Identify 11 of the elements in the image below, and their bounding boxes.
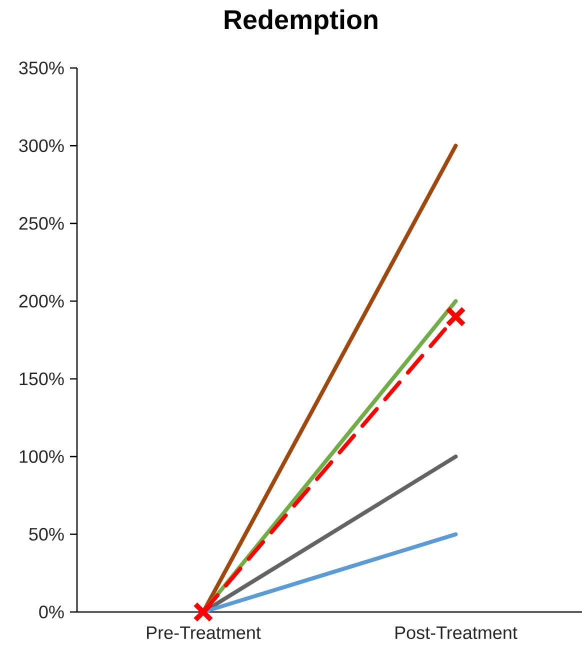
y-tick-label: 100% — [20, 450, 64, 463]
x-tick-label: Pre-Treatment — [147, 626, 261, 640]
y-tick-label: 250% — [19, 217, 64, 230]
y-tick-label: 0% — [39, 606, 64, 618]
y-tick-label: 50% — [29, 528, 64, 541]
chart-title: Redemption — [224, 9, 378, 35]
y-tick-label: 200% — [19, 294, 64, 308]
y-tick-label: 300% — [19, 139, 64, 152]
y-tick-label: 350% — [19, 62, 64, 74]
y-tick-label: 150% — [20, 372, 64, 386]
x-tick-label: Post-Treatment — [396, 626, 518, 640]
